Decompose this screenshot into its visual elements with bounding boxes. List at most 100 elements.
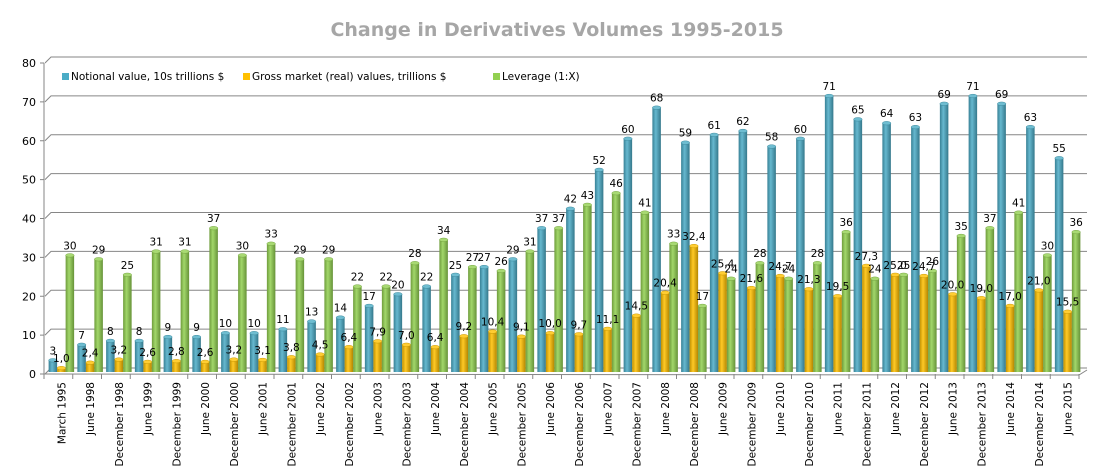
bar-cap: [352, 284, 362, 289]
bar-1: [286, 355, 296, 372]
bar-cap: [640, 210, 650, 215]
bar-cap: [804, 287, 814, 292]
data-label: 2,6: [139, 347, 156, 359]
bar-cap: [220, 331, 230, 336]
bar-cap: [1034, 288, 1044, 293]
data-label: 3,8: [283, 342, 300, 354]
bar-cap: [795, 136, 805, 141]
bar-1: [1005, 303, 1015, 372]
data-label: 68: [650, 93, 663, 105]
data-label: 52: [592, 155, 605, 167]
bar-cap: [718, 271, 728, 276]
bar-0: [393, 292, 403, 372]
bar-2: [295, 257, 305, 372]
data-label: 46: [609, 178, 623, 190]
bar-cap: [746, 285, 756, 291]
data-label: 31: [523, 236, 536, 248]
bar-1: [775, 273, 785, 372]
data-label: 14,5: [625, 301, 648, 313]
bar-cap: [853, 117, 863, 122]
bar-body: [324, 259, 333, 372]
data-label: 24,7: [768, 261, 791, 273]
bar-body: [353, 286, 362, 372]
bar-1: [344, 345, 354, 372]
data-label: 29: [506, 244, 519, 256]
x-tick-label: June 2013: [948, 382, 960, 436]
bar-body: [1014, 212, 1023, 372]
bar-body: [393, 294, 403, 372]
data-label: 63: [1024, 112, 1037, 124]
bar-body: [85, 362, 95, 372]
bar-body: [882, 123, 891, 372]
y-tick-label: 30: [22, 251, 36, 264]
bar-1: [631, 313, 641, 372]
bar-1: [56, 366, 66, 372]
data-labels: 31,0 30 7 2,4 29 8 3,2 25 8 2,6 31 9 2,8 31 9 2,6 37 10 3,…: [50, 81, 1084, 365]
bar-1: [401, 342, 411, 372]
data-label: 2,6: [197, 347, 214, 359]
x-axis-ticks: March 1995 June 1998 December 1998 June 199…: [43, 374, 1080, 467]
data-label: 31: [149, 236, 162, 248]
bar-body: [747, 288, 756, 372]
data-label: 27: [477, 252, 490, 264]
bar-body: [804, 289, 814, 372]
legend-label: Leverage (1:X): [502, 71, 580, 83]
bar-body: [238, 255, 247, 372]
bar-body: [554, 228, 563, 372]
data-label: 30: [1041, 240, 1054, 252]
bar-cap: [525, 249, 535, 254]
bar-0: [680, 140, 690, 372]
bar-body: [574, 334, 584, 372]
bar-0: [134, 338, 144, 372]
bar-body: [94, 259, 103, 372]
data-label: 3,1: [254, 345, 271, 357]
data-label: 69: [937, 89, 950, 101]
bar-1: [373, 339, 383, 372]
bar-body: [479, 267, 489, 372]
bar-body: [422, 286, 431, 372]
bar-cap: [122, 272, 132, 277]
data-label: 34: [437, 225, 451, 237]
bar-cap: [680, 140, 690, 145]
x-tick-label: December 2007: [631, 382, 643, 467]
bar-2: [669, 241, 679, 372]
bar-cap: [1042, 253, 1052, 258]
data-label: 10,0: [538, 318, 561, 330]
data-label: 6,4: [341, 332, 358, 344]
bar-cap: [114, 357, 124, 362]
data-label: 9: [193, 322, 200, 334]
bar-body: [48, 360, 58, 372]
legend: Notional value, 10s trillions $ Gross mar…: [62, 71, 580, 83]
bar-cap: [565, 206, 575, 211]
bar-cap: [200, 359, 210, 364]
bar-cap: [709, 132, 719, 137]
y-tick-label: 80: [22, 57, 36, 70]
data-label: 25: [897, 260, 910, 272]
bar-cap: [841, 230, 851, 235]
data-label: 6,4: [427, 332, 444, 344]
bar-0: [479, 264, 489, 372]
data-label: 3,2: [226, 345, 243, 357]
bar-body: [488, 331, 497, 372]
bar-cap: [56, 366, 66, 371]
bar-0: [709, 132, 719, 372]
bar-1: [718, 271, 728, 372]
bar-body: [278, 329, 288, 372]
bar-cap: [48, 358, 58, 363]
bar-body: [545, 333, 555, 372]
y-axis-ticks: 0 10 20 30 40 50 60 70 80: [22, 57, 44, 381]
bar-body: [364, 305, 374, 372]
bar-body: [1026, 127, 1035, 373]
bar-body: [143, 361, 152, 372]
bar-0: [249, 331, 259, 372]
data-label: 30: [63, 240, 76, 252]
bar-2: [726, 276, 736, 372]
x-tick-label: June 2001: [258, 382, 270, 436]
data-label: 69: [995, 89, 1008, 101]
bar-cap: [163, 334, 173, 340]
bar-body: [134, 340, 144, 372]
x-tick-label: December 2000: [229, 382, 241, 467]
bar-body: [583, 204, 592, 372]
data-label: 20,0: [941, 279, 964, 291]
bar-cap: [824, 93, 834, 99]
